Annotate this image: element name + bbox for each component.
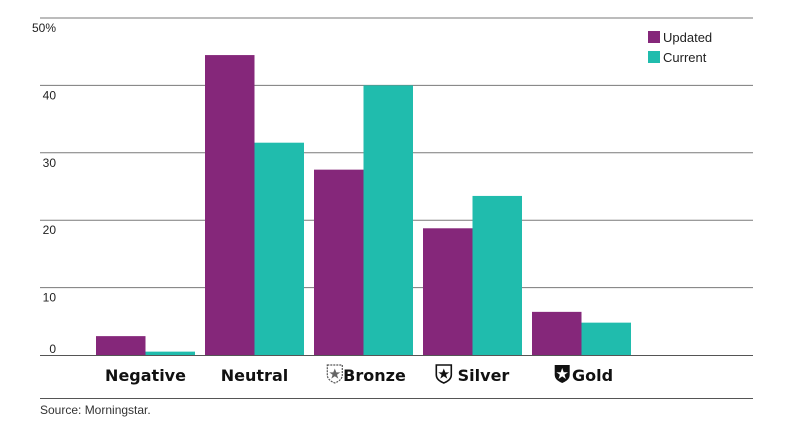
bar-negative-current xyxy=(145,351,195,355)
bar-bronze-updated xyxy=(314,169,364,355)
x-category-label: Silver xyxy=(458,366,510,385)
x-category-label: Bronze xyxy=(343,366,406,385)
y-tick-label: 30 xyxy=(43,156,57,170)
bar-gold-updated xyxy=(532,311,582,355)
bar-gold-current xyxy=(581,322,631,355)
x-category-label: Negative xyxy=(105,366,186,385)
y-tick-label: 20 xyxy=(43,223,57,237)
bottom-rule xyxy=(40,398,753,399)
legend-item-current: Current xyxy=(648,47,712,67)
axes: 0 10 20 30 40 50% Negative Neutral Bronze Silver G… xyxy=(32,21,753,385)
legend: Updated Current xyxy=(648,27,712,67)
y-tick-label: 10 xyxy=(43,291,57,305)
bronze-medal-icon xyxy=(326,364,343,384)
gold-medal-icon xyxy=(554,365,570,383)
bar-neutral-updated xyxy=(205,55,255,355)
bar-silver-current xyxy=(472,195,522,355)
source-note: Source: Morningstar. xyxy=(40,403,151,417)
x-category-label: Gold xyxy=(572,366,613,385)
y-tick-label: 40 xyxy=(43,88,57,102)
y-tick-label: 50% xyxy=(32,21,56,35)
bar-bronze-current xyxy=(363,85,413,356)
bar-negative-updated xyxy=(96,336,146,355)
silver-medal-icon xyxy=(435,364,453,384)
legend-swatch-current xyxy=(648,51,660,63)
legend-item-updated: Updated xyxy=(648,27,712,47)
legend-label-current: Current xyxy=(663,49,707,65)
legend-swatch-updated xyxy=(648,31,660,43)
legend-label-updated: Updated xyxy=(663,29,713,45)
bars xyxy=(96,55,631,356)
bar-silver-updated xyxy=(423,228,473,355)
bar-neutral-current xyxy=(254,142,304,355)
y-tick-label: 0 xyxy=(49,342,56,356)
x-category-label: Neutral xyxy=(221,366,288,385)
